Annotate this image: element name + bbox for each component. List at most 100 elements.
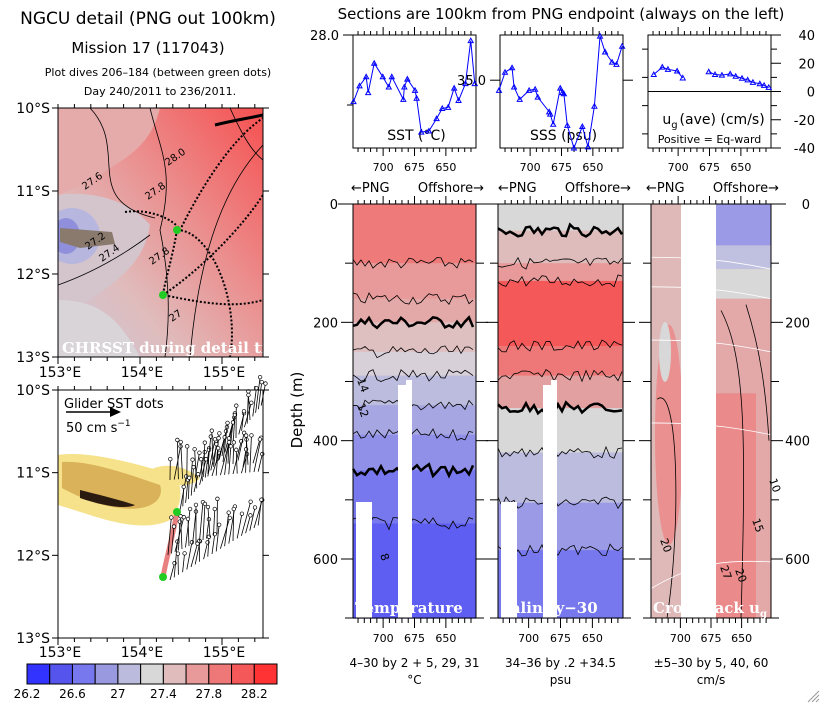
salinity-band [498,408,623,453]
velocity-arrow-head [259,379,264,385]
velocity-arrow [194,452,200,478]
section-contour-label: 10 [766,477,783,495]
sst-point [379,73,387,80]
velocity-arrow-head [234,447,239,452]
velocity-arrow [187,518,190,547]
sst-point [444,103,452,110]
lon-label: 153°E [39,645,82,661]
velocity-arrow [249,435,252,473]
salinity-unit: psu [550,673,571,687]
sst-point [388,73,396,80]
colorbar-swatch [71,663,96,685]
sss-point [508,64,516,71]
lon-label: 154°E [121,645,164,661]
velocity-arrow-head [249,400,254,405]
sss-point [560,90,568,97]
data-gap [543,385,553,618]
velocity-arrow-head [225,420,230,426]
temperature-contour [352,399,474,412]
salinity-contour [497,445,623,459]
velocity-arrow-head [181,484,186,489]
temperature-xtick-label: 675 [404,632,425,645]
velocity-arrow [213,508,216,536]
sss-point [549,120,557,127]
velocity-arrow [235,449,238,474]
velocity-arrow [194,449,198,489]
sss-point [584,143,592,150]
velocity-arrow-head [202,501,208,507]
velocity-arrow [241,411,245,431]
sst-point [467,37,475,44]
sst-point [400,83,408,90]
temperature-band [353,322,476,353]
salinity-band [498,280,623,347]
sst-point [403,75,411,82]
velocity-arrow [224,512,230,547]
velocity-arrow [199,502,204,542]
velocity-arrow-head [175,437,180,443]
salinity-xtick-label: 650 [582,632,603,645]
velocity-arrow-head [190,457,195,462]
crosstrack-caption: ±5–30 by 5, 40, 60 [654,656,769,670]
depth-tick-label-right: 0 [802,198,810,213]
velocity-arrow-head [260,451,265,457]
depth-tick-label-right: 400 [785,435,810,450]
temperature-band [353,470,476,524]
velocity-arrow-head [228,444,233,449]
glider-sst-label: Glider SST dots [64,397,164,412]
sss-point [596,32,604,39]
ug-point [711,71,719,78]
crosstrack-section: 700 675 650 Crosstrack ug ±5–30 by 5, 40, 60… [636,203,786,687]
data-gap [551,380,557,618]
salinity-section-label: Salinity−30 [500,599,598,617]
sss-point [578,123,586,130]
sst-xtick-label: 675 [404,161,425,174]
sss-point [495,86,503,93]
colorbar-label: 26.2 [14,687,41,701]
sst-ytick-label: 28.0 [310,29,339,44]
sss-point [601,48,609,55]
sss-xtick-label: 700 [520,161,541,174]
velocity-arrow-head [257,437,263,442]
figure-title: NGCU detail (PNG out 100km) [20,9,276,29]
sss-point [501,68,509,75]
ug-ytick-label: -40 [794,142,815,157]
sst-point [356,82,363,89]
depth-tick-label-right: 600 [785,553,810,568]
lat-label: 11°S [16,184,50,200]
resize-grip-icon[interactable] [807,690,820,703]
temperature-band [353,523,476,619]
ug-xtick-label: 675 [699,161,720,174]
ug-point [673,67,681,74]
colorbar-label: 28.2 [241,687,268,701]
velocity-arrow [211,430,214,465]
velocity-arrow [257,499,262,526]
salinity-contour [497,222,624,238]
velocity-arrow-head [178,514,183,519]
salinity-band [498,550,623,619]
dives-label: Plot dives 206–184 (between green dots) [45,66,271,79]
salinity-contour [497,400,623,416]
velocity-arrow [220,517,231,549]
velocity-arrow [245,435,249,465]
velocity-arrow [190,467,194,496]
temperature-band [353,434,476,471]
crosstrack-xtick-label: 675 [701,632,722,645]
sst-point [413,94,420,101]
velocity-arrow [211,534,216,555]
temperature-band [353,351,476,377]
green-dot-start [173,226,181,234]
velocity-arrow-head [195,472,201,477]
sst-point [433,115,440,122]
sst-point [385,83,393,90]
salinity-band [498,502,623,551]
salinity-contour [497,369,623,383]
velocity-arrow-head [209,428,214,433]
temperature-xtick-label: 700 [373,632,394,645]
lat-label: 10°S [16,101,50,117]
data-gap [681,204,716,618]
section-contour-label: 20 [732,567,749,585]
sst-point [399,95,407,102]
ug-point [718,71,726,78]
